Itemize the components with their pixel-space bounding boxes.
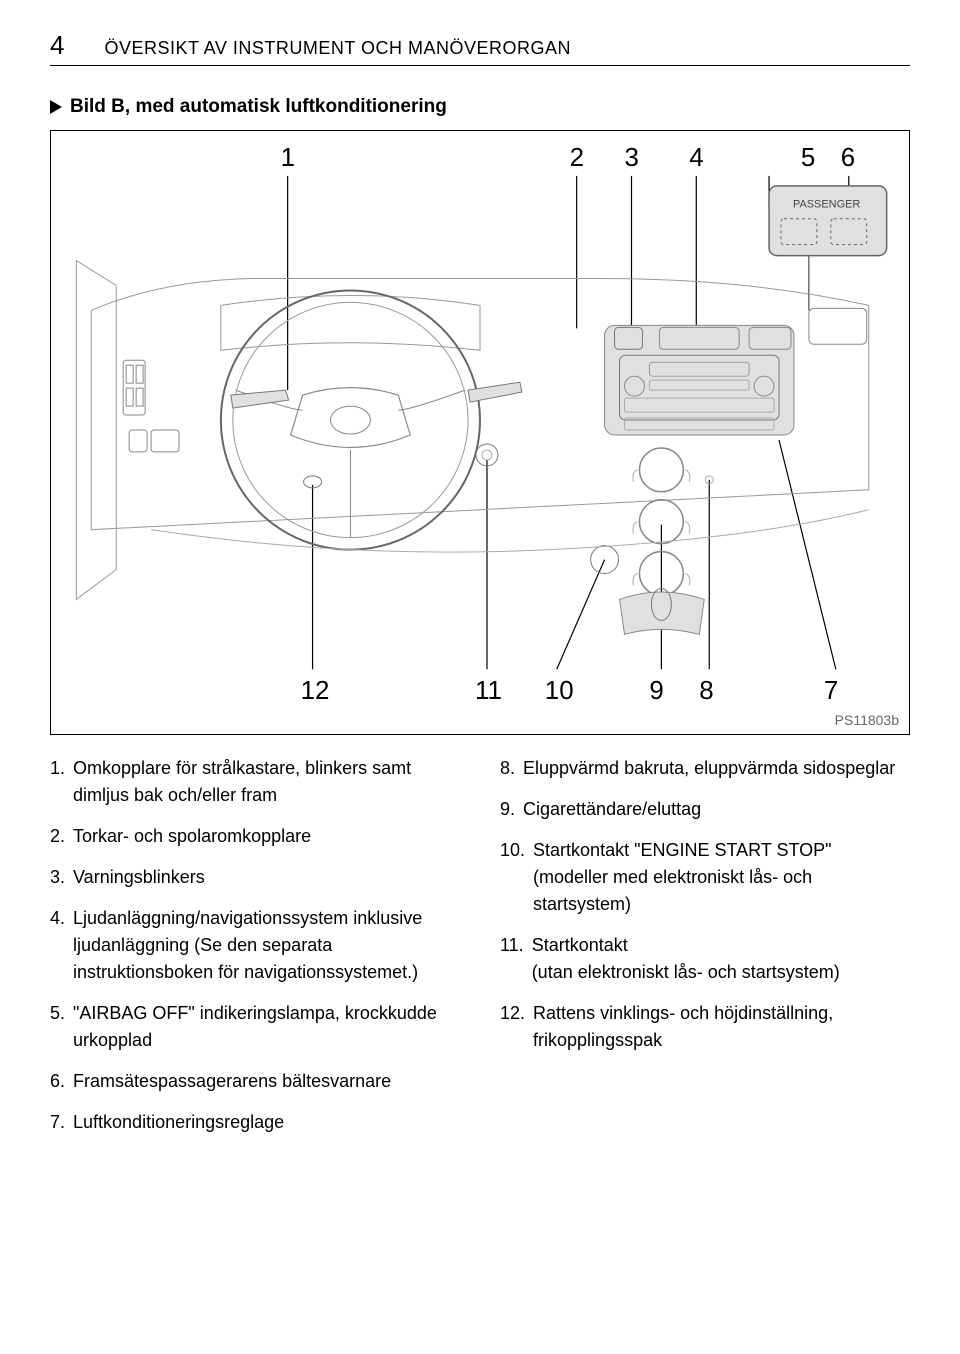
callout-6: 6: [841, 144, 855, 172]
item-num: 5.: [50, 1000, 65, 1054]
item-text: Varningsblinkers: [73, 864, 460, 891]
item-text: Luftkonditioneringsreglage: [73, 1109, 460, 1136]
diagram-code: PS11803b: [835, 712, 899, 728]
item-num: 4.: [50, 905, 65, 986]
item-num: 1.: [50, 755, 65, 809]
item-text: Rattens vinklings- och höjdinställning, …: [533, 1000, 910, 1054]
item-num: 3.: [50, 864, 65, 891]
item-text: Cigarettändare/eluttag: [523, 796, 910, 823]
item-num: 8.: [500, 755, 515, 782]
callout-9: 9: [649, 677, 663, 705]
item-num: 10.: [500, 837, 525, 918]
item-text: Startkontakt (utan elektroniskt lås- och…: [532, 932, 910, 986]
item-num: 11.: [500, 932, 524, 986]
item-text: Ljudanläggning/navigationssystem inklusi…: [73, 905, 460, 986]
item-num: 9.: [500, 796, 515, 823]
dashboard-diagram: 1 2 3 4 5 6 12 11 10 9 8 7: [50, 130, 910, 735]
item-text: Framsätespassagerarens bältesvarnare: [73, 1068, 460, 1095]
legend-columns: 1.Omkopplare för strålkastare, blinkers …: [50, 755, 910, 1150]
item-num: 2.: [50, 823, 65, 850]
item-text: Eluppvärmd bakruta, eluppvärmda sidospeg…: [523, 755, 910, 782]
page-number: 4: [50, 30, 64, 61]
callout-12: 12: [301, 677, 330, 705]
callout-10: 10: [545, 677, 574, 705]
item-text: "AIRBAG OFF" indikeringslampa, krockkudd…: [73, 1000, 460, 1054]
item-text: Torkar- och spolaromkopplare: [73, 823, 460, 850]
callout-2: 2: [570, 144, 584, 172]
callout-5: 5: [801, 144, 815, 172]
callout-11: 11: [475, 677, 502, 705]
callout-3: 3: [625, 144, 639, 172]
callout-4: 4: [689, 144, 703, 172]
left-column: 1.Omkopplare för strålkastare, blinkers …: [50, 755, 460, 1150]
subtitle: Bild B, med automatisk luftkonditionerin…: [70, 96, 447, 118]
right-column: 8. Eluppvärmd bakruta, eluppvärmda sidosp…: [500, 755, 910, 1150]
item-text: Startkontakt "ENGINE START STOP" (modell…: [533, 837, 910, 918]
header-title: ÖVERSIKT AV INSTRUMENT OCH MANÖVERORGAN: [104, 38, 571, 59]
item-text: Omkopplare för strålkastare, blinkers sa…: [73, 755, 460, 809]
passenger-label: PASSENGER: [793, 199, 860, 211]
callout-7: 7: [824, 677, 838, 705]
item-num: 12.: [500, 1000, 525, 1054]
triangle-icon: [50, 100, 62, 114]
callout-8: 8: [699, 677, 713, 705]
callout-1: 1: [281, 144, 295, 172]
item-num: 6.: [50, 1068, 65, 1095]
page-header: 4 ÖVERSIKT AV INSTRUMENT OCH MANÖVERORGA…: [50, 30, 910, 66]
item-num: 7.: [50, 1109, 65, 1136]
